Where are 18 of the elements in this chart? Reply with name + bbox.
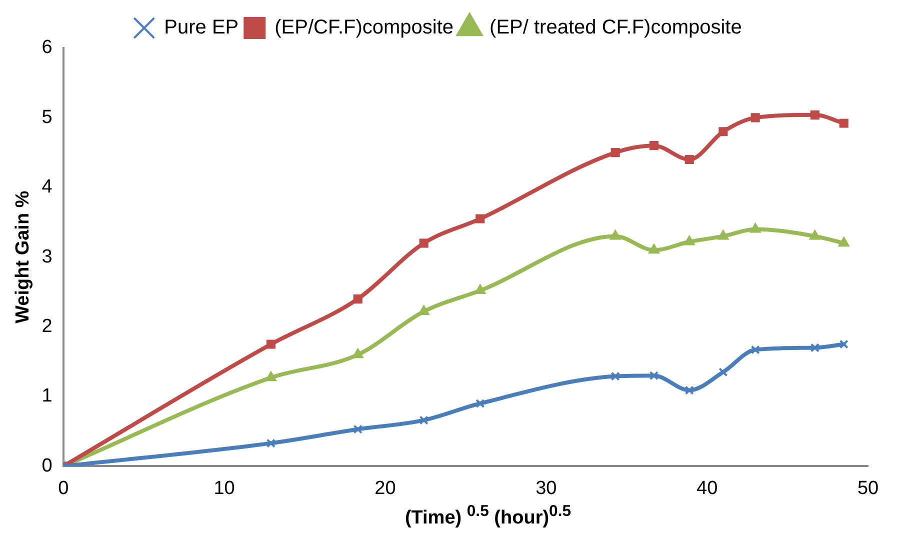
y-tick-label: 1 [42,386,52,407]
y-tick-label: 5 [42,106,52,128]
y-tick-label: 2 [42,316,52,338]
x-tick-label: 20 [374,478,396,499]
x-tick-label: 40 [696,478,718,499]
x-axis-title: (Time) $^{0.5}$ (hour)$^{0.5}$ [404,503,572,530]
y-axis-title: Weight Gain % [12,190,34,324]
y-tick-label: 3 [42,246,52,268]
x-tick-label: 50 [857,478,879,499]
y-tick-label: 4 [42,176,53,198]
legend-label: (EP/CF.F)composite [274,16,454,39]
legend-label: Pure EP [164,16,239,39]
y-tick-label: 0 [42,455,52,476]
x-tick-label: 10 [214,478,235,499]
legend-label: (EP/ treated CF.F)composite [490,16,742,39]
x-tick-label: 30 [536,478,557,499]
y-tick-label: 6 [42,37,52,58]
x-tick-label: 0 [58,478,69,499]
